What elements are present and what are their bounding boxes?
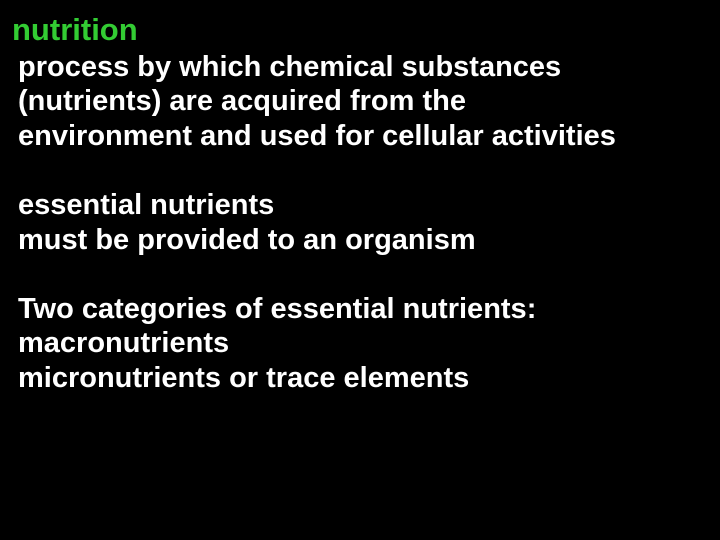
- paragraph-spacer: [18, 154, 710, 188]
- text-line: macronutrients: [18, 326, 710, 361]
- text-line: process by which chemical substances: [18, 50, 710, 85]
- text-line: essential nutrients: [18, 188, 710, 223]
- text-line: must be provided to an organism: [18, 223, 710, 258]
- text-line: Two categories of essential nutrients:: [18, 292, 710, 327]
- text-line: micronutrients or trace elements: [18, 361, 710, 396]
- slide-title: nutrition: [12, 12, 710, 48]
- text-line: (nutrients) are acquired from the: [18, 84, 710, 119]
- slide-body: process by which chemical substances (nu…: [18, 50, 710, 396]
- paragraph-spacer: [18, 258, 710, 292]
- text-line: environment and used for cellular activi…: [18, 119, 710, 154]
